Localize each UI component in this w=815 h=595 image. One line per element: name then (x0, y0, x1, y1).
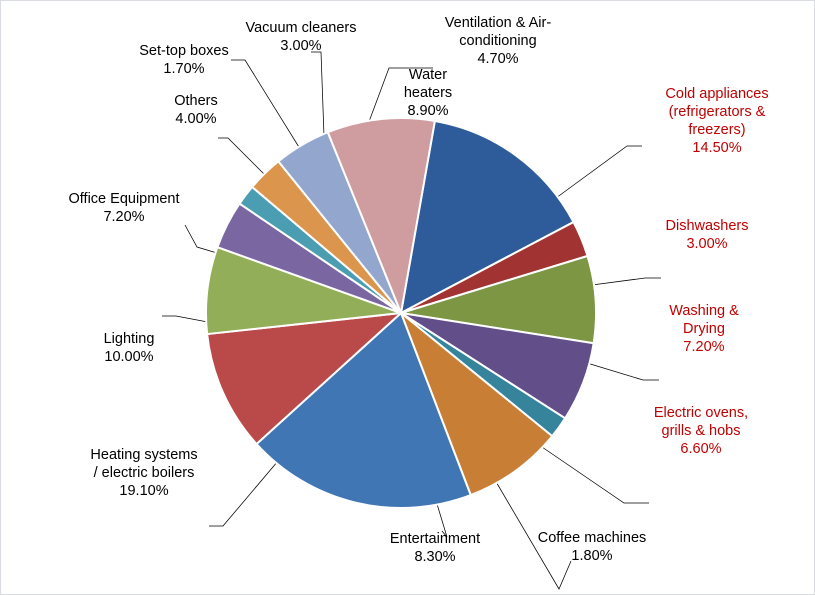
leader-line (495, 480, 571, 589)
leader-line (209, 461, 278, 526)
pie-chart-container: Cold appliances (refrigerators & freezer… (0, 0, 815, 595)
pie-chart-svg (1, 1, 815, 595)
leader-line (556, 146, 642, 198)
leader-line (592, 278, 661, 285)
leader-line (587, 363, 659, 380)
leader-line (437, 504, 447, 537)
leader-line (311, 52, 324, 136)
leader-line (542, 447, 649, 503)
leader-line (231, 60, 302, 152)
leader-line (185, 225, 217, 253)
leader-line (218, 138, 267, 177)
